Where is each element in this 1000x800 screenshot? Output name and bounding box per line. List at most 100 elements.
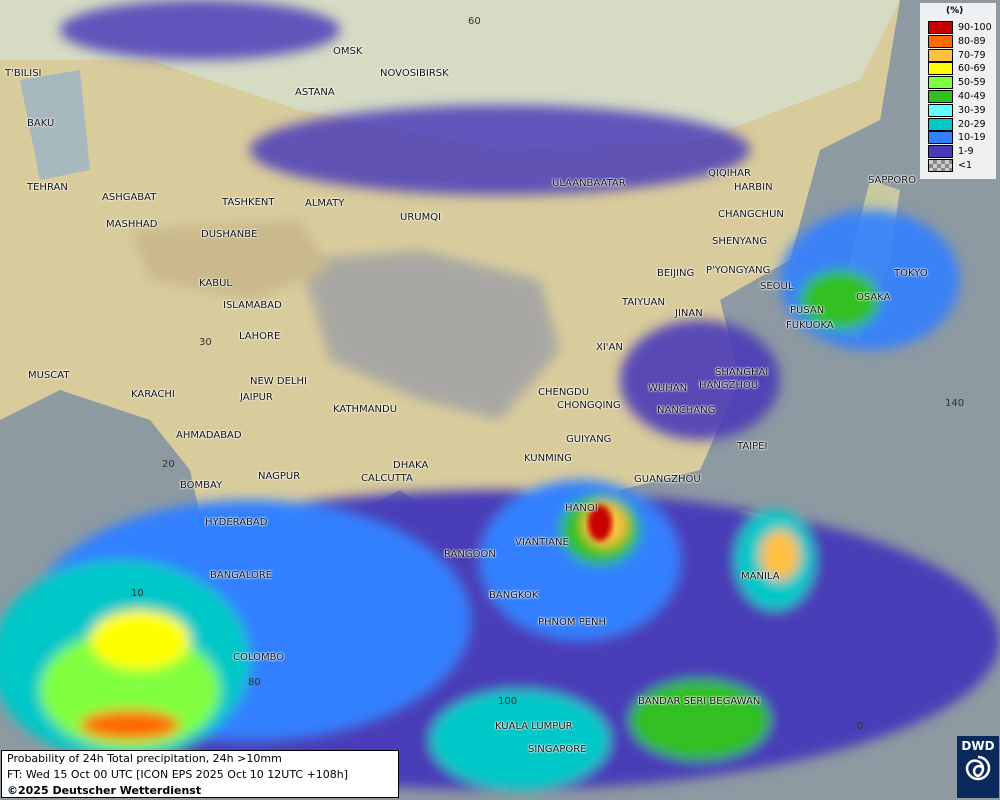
city-label: SEOUL xyxy=(760,281,794,292)
legend-swatch xyxy=(928,76,953,90)
legend-item: 50-59 xyxy=(928,76,994,90)
city-label: DUSHANBE xyxy=(201,229,258,240)
city-label: URUMQI xyxy=(400,212,442,223)
city-label: TOKYO xyxy=(894,268,928,279)
city-label: CHONGQING xyxy=(557,400,621,411)
legend-item: 1-9 xyxy=(928,145,994,159)
grid-label: 20 xyxy=(162,459,175,470)
legend-item: 10-19 xyxy=(928,131,994,145)
city-label: ISLAMABAD xyxy=(223,300,282,311)
legend-item: 20-29 xyxy=(928,117,994,131)
city-label: KUNMING xyxy=(524,453,572,464)
legend-item: 80-89 xyxy=(928,34,994,48)
legend-label: 1-9 xyxy=(958,146,974,158)
city-label: BAKU xyxy=(27,118,55,129)
city-label: ASTANA xyxy=(295,87,335,98)
city-label: JAIPUR xyxy=(240,392,273,403)
city-label: TAIPEI xyxy=(737,441,768,452)
city-label: KATHMANDU xyxy=(333,404,398,415)
legend-swatch xyxy=(928,159,953,172)
city-label: ASHGABAT xyxy=(102,192,157,203)
city-label: GUIYANG xyxy=(566,434,612,445)
legend-unit: (%) xyxy=(946,6,964,16)
legend-label: 50-59 xyxy=(958,77,986,89)
city-label: PHNOM PENH xyxy=(538,617,607,628)
city-label: WUHAN xyxy=(648,383,688,394)
grid-label: 140 xyxy=(945,398,965,409)
city-label: FUKUOKA xyxy=(786,320,834,331)
legend-swatch xyxy=(928,90,953,103)
dwd-logo: DWD xyxy=(957,736,999,798)
legend-swatch xyxy=(928,62,953,76)
city-label: SAPPORO xyxy=(868,175,917,186)
legend-label: 10-19 xyxy=(958,132,986,144)
city-label: VIANTIANE xyxy=(515,537,569,548)
city-label: QIQIHAR xyxy=(708,168,751,179)
legend-label: 60-69 xyxy=(958,63,986,75)
city-label: HYDERABAD xyxy=(205,517,268,528)
legend-label: 80-89 xyxy=(958,35,986,47)
grid-label: 60 xyxy=(468,16,481,27)
copyright: ©2025 Deutscher Wetterdienst xyxy=(7,784,202,797)
city-label: BANDAR SERI BEGAWAN xyxy=(638,696,761,707)
forecast-time: FT: Wed 15 Oct 00 UTC [ICON EPS 2025 Oct… xyxy=(7,768,349,781)
city-label: OSAKA xyxy=(856,292,891,303)
grid-label: 30 xyxy=(199,337,212,348)
city-label: KUALA LUMPUR xyxy=(495,721,573,732)
city-label: CALCUTTA xyxy=(361,473,413,484)
city-label: NEW DELHI xyxy=(250,376,307,387)
city-label: RANGOON xyxy=(444,549,496,560)
city-label: NOVOSIBIRSK xyxy=(380,68,449,79)
legend-label: 20-29 xyxy=(958,118,986,130)
city-label: TASHKENT xyxy=(222,197,275,208)
legend-item: 30-39 xyxy=(928,103,994,117)
city-label: SINGAPORE xyxy=(528,744,587,755)
grid-label: 100 xyxy=(498,696,518,707)
city-label: AHMADABAD xyxy=(176,430,242,441)
city-label: LAHORE xyxy=(239,331,281,342)
peak-probability-area xyxy=(588,505,612,541)
city-label: BANGALORE xyxy=(210,570,273,581)
city-label: OMSK xyxy=(333,46,363,57)
grid-label: 80 xyxy=(248,677,261,688)
legend-label: 70-79 xyxy=(958,49,986,61)
city-label: BEIJING xyxy=(657,268,695,279)
legend-label: <1 xyxy=(958,160,973,171)
legend-label: 40-49 xyxy=(958,91,986,102)
legend-swatch xyxy=(928,103,953,117)
swirl-icon xyxy=(965,755,991,781)
dwd-logo-text: DWD xyxy=(961,739,995,753)
legend-swatch xyxy=(928,145,953,159)
city-label: MASHHAD xyxy=(106,219,158,230)
city-label: HANGZHOU xyxy=(699,380,759,391)
legend-swatch xyxy=(928,117,953,131)
legend-item: 70-79 xyxy=(928,48,994,62)
city-label: HANOI xyxy=(565,503,598,514)
city-label: SHANGHAI xyxy=(715,367,769,378)
city-label: HARBIN xyxy=(734,182,773,193)
city-label: GUANGZHOU xyxy=(634,474,701,485)
city-label: JINAN xyxy=(675,308,703,319)
city-label: CHANGCHUN xyxy=(718,209,784,220)
city-label: ALMATY xyxy=(305,198,345,209)
legend: (%) 90-100 80-89 70-79 60-69 50-59 40-49 30-39… xyxy=(919,2,997,180)
city-label: BOMBAY xyxy=(180,480,223,491)
city-label: XI'AN xyxy=(596,342,623,353)
city-label: KABUL xyxy=(199,278,232,289)
legend-swatch xyxy=(928,131,953,145)
legend-item: 90-100 xyxy=(928,21,994,34)
legend-item: 40-49 xyxy=(928,90,994,103)
legend-swatch xyxy=(928,34,953,48)
city-label: KARACHI xyxy=(131,389,175,400)
city-label: MUSCAT xyxy=(28,370,70,381)
legend-swatch xyxy=(928,21,953,34)
city-label: PUSAN xyxy=(790,305,825,316)
city-label: COLOMBO xyxy=(233,652,285,663)
city-label: T'BILISI xyxy=(5,68,42,79)
legend-item: <1 xyxy=(928,159,994,172)
grid-label: 10 xyxy=(131,588,144,599)
city-label: P'YONGYANG xyxy=(706,265,771,276)
city-label: ULAANBAATAR xyxy=(552,178,626,189)
